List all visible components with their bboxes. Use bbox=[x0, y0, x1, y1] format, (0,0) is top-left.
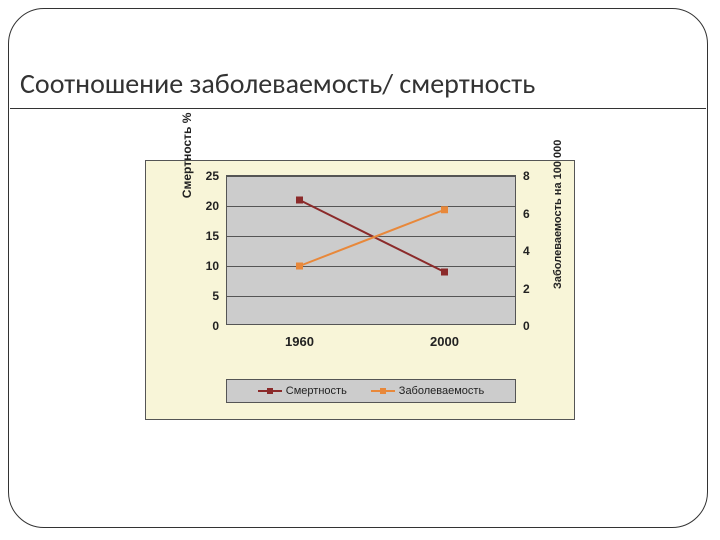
y-axis-right-label: Заболеваемость на 100 000 bbox=[552, 189, 564, 289]
right-tick: 6 bbox=[523, 207, 543, 221]
right-tick: 0 bbox=[523, 319, 543, 333]
x-tick: 1960 bbox=[285, 334, 314, 349]
title-underline bbox=[10, 108, 706, 109]
right-tick: 8 bbox=[523, 169, 543, 183]
plot-area: 0 5 10 15 20 25 0 2 4 6 8 1960 2000 bbox=[226, 175, 516, 325]
legend-label: Смертность bbox=[286, 385, 347, 397]
left-tick: 15 bbox=[191, 229, 219, 243]
slide-title: Соотношение заболеваемость/ смертность bbox=[20, 66, 700, 101]
chart-container: Смертность % Заболеваемость на 100 000 0… bbox=[145, 160, 575, 420]
left-tick: 25 bbox=[191, 169, 219, 183]
legend-swatch bbox=[258, 390, 282, 392]
left-tick: 0 bbox=[191, 319, 219, 333]
legend: Смертность Заболеваемость bbox=[226, 379, 516, 403]
y-axis-left-label: Смертность % bbox=[180, 113, 194, 199]
left-tick: 20 bbox=[191, 199, 219, 213]
left-tick: 10 bbox=[191, 259, 219, 273]
right-tick: 2 bbox=[523, 282, 543, 296]
legend-label: Заболеваемость bbox=[399, 385, 484, 397]
x-tick: 2000 bbox=[430, 334, 459, 349]
left-tick: 5 bbox=[191, 289, 219, 303]
chart-lines bbox=[227, 176, 517, 326]
legend-swatch bbox=[371, 390, 395, 392]
legend-item-mortality: Смертность bbox=[258, 385, 347, 397]
right-tick: 4 bbox=[523, 244, 543, 258]
legend-item-morbidity: Заболеваемость bbox=[371, 385, 484, 397]
